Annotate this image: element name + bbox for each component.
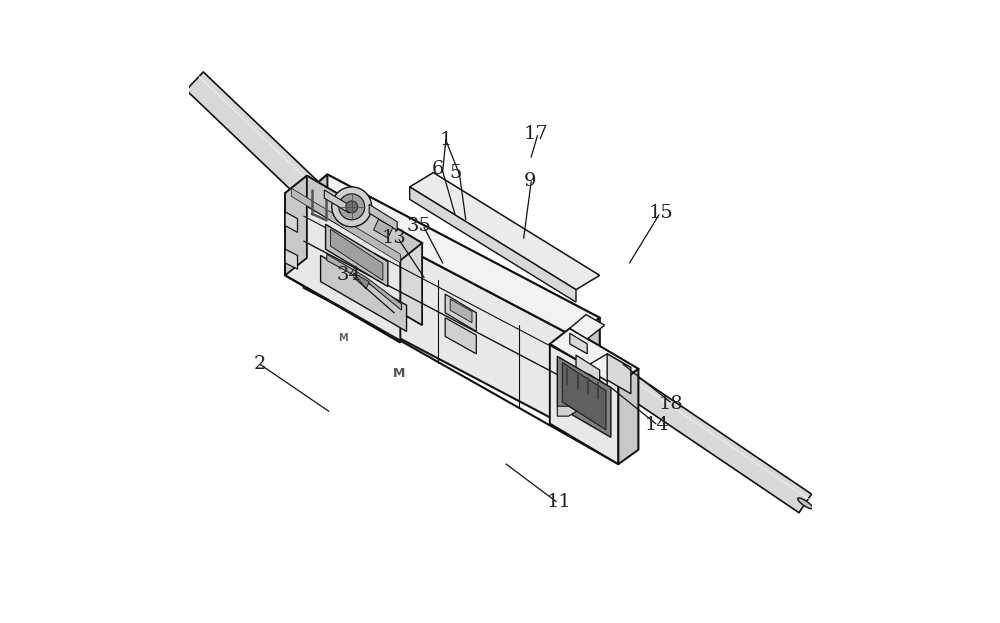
Polygon shape <box>570 333 587 354</box>
Text: 15: 15 <box>648 204 673 222</box>
Text: 1: 1 <box>440 131 452 149</box>
Polygon shape <box>331 229 383 280</box>
Polygon shape <box>618 369 638 464</box>
Polygon shape <box>557 356 611 437</box>
Text: 35: 35 <box>407 217 431 234</box>
Circle shape <box>346 201 358 213</box>
Polygon shape <box>550 328 638 384</box>
Text: 14: 14 <box>645 416 669 434</box>
Text: 13: 13 <box>382 229 407 247</box>
Polygon shape <box>304 194 576 431</box>
Polygon shape <box>304 174 600 338</box>
Polygon shape <box>285 249 298 269</box>
Polygon shape <box>285 176 307 275</box>
Text: 18: 18 <box>659 395 684 412</box>
Text: 9: 9 <box>524 172 536 189</box>
Text: 2: 2 <box>254 356 266 373</box>
Polygon shape <box>410 173 600 290</box>
Polygon shape <box>570 328 638 450</box>
Polygon shape <box>374 219 393 238</box>
Polygon shape <box>369 204 397 231</box>
Polygon shape <box>285 176 422 260</box>
Text: 34: 34 <box>337 267 362 284</box>
Polygon shape <box>326 224 388 287</box>
Polygon shape <box>576 355 600 384</box>
Text: 5: 5 <box>449 164 461 182</box>
Polygon shape <box>410 187 576 302</box>
Polygon shape <box>285 193 400 343</box>
Polygon shape <box>285 212 298 232</box>
Polygon shape <box>304 174 327 288</box>
Text: M: M <box>393 368 405 380</box>
Polygon shape <box>186 72 381 259</box>
Polygon shape <box>445 318 476 354</box>
Polygon shape <box>607 354 631 394</box>
Text: 11: 11 <box>547 493 572 510</box>
Polygon shape <box>445 294 476 331</box>
Ellipse shape <box>798 498 813 509</box>
Polygon shape <box>324 190 349 213</box>
Polygon shape <box>557 406 577 416</box>
Polygon shape <box>562 363 606 430</box>
Polygon shape <box>588 374 603 396</box>
Circle shape <box>332 187 372 227</box>
Polygon shape <box>584 354 631 381</box>
Polygon shape <box>550 344 618 464</box>
Polygon shape <box>327 254 402 310</box>
Polygon shape <box>327 174 600 411</box>
Text: 6: 6 <box>432 161 444 178</box>
Polygon shape <box>307 176 422 325</box>
Polygon shape <box>609 366 812 513</box>
Polygon shape <box>291 188 400 263</box>
Text: M: M <box>338 333 348 343</box>
Ellipse shape <box>365 243 380 258</box>
Polygon shape <box>576 318 600 431</box>
Polygon shape <box>321 255 407 331</box>
Polygon shape <box>584 368 607 407</box>
Polygon shape <box>354 273 369 289</box>
Polygon shape <box>450 299 472 323</box>
Polygon shape <box>570 315 605 339</box>
Text: 17: 17 <box>524 125 549 143</box>
Circle shape <box>339 194 365 220</box>
